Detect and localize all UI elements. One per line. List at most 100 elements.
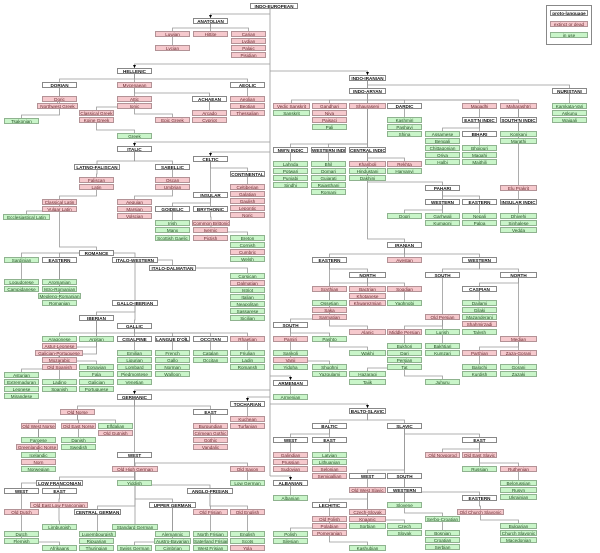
- lang-node-lf: LATINO-FALISCAN: [74, 164, 120, 170]
- lang-node-ieast: EASTERN: [312, 257, 347, 263]
- lang-node-ice: Icelandic: [21, 452, 56, 458]
- edge-kashub: [329, 536, 368, 545]
- lang-node-occl: Occitan: [193, 357, 228, 363]
- edge-juh: [404, 370, 443, 379]
- lang-node-lomb: Lombard: [117, 364, 152, 370]
- edge-own: [38, 415, 78, 423]
- lang-node-vul: Vulgar Latin: [42, 206, 77, 212]
- lang-node-konk: Konkani: [500, 131, 537, 137]
- lang-node-guj: Gujarati: [311, 175, 346, 181]
- lang-node-luri: Lurish: [425, 329, 460, 335]
- lang-node-khar: Khariboli: [349, 161, 386, 167]
- lang-node-yagh: Yaghnobi: [387, 300, 422, 306]
- edge-lfw: [21, 482, 36, 488]
- lang-node-lyc: Lycian: [155, 45, 190, 51]
- lang-node-ope: Old Persian: [425, 314, 460, 320]
- lang-node-nor: Norwegian: [21, 466, 56, 472]
- lang-node-oriya: Oriya: [425, 152, 460, 158]
- lang-node-slavic: SLAVIC: [387, 423, 422, 429]
- lang-node-kashm: Kashmiri: [387, 117, 422, 123]
- lang-node-lyd: Lydian: [231, 38, 266, 44]
- lang-node-pais: Paisaci: [312, 117, 347, 123]
- lang-node-mah: Maharashtri: [500, 103, 537, 109]
- branch-arrow-icon: [209, 15, 212, 18]
- lang-node-nwi: NW'N INDIC: [273, 147, 308, 153]
- lang-node-manx: Manx: [155, 227, 190, 233]
- lang-node-swestern: WESTERN: [387, 487, 422, 493]
- lang-node-ved: Vedic Sanskrit: [273, 103, 310, 109]
- lang-node-clg: Classical Greek: [79, 110, 114, 116]
- edge-ger: [134, 389, 270, 394]
- lang-node-swest: WEST: [349, 473, 386, 479]
- lang-node-armenian: Armenian: [273, 394, 308, 400]
- lang-node-czech: Czech: [387, 523, 422, 529]
- lang-node-palpa: Palpa: [462, 220, 497, 226]
- lang-node-luw: Luwian: [155, 31, 190, 37]
- edge-sogd: [367, 278, 405, 286]
- lang-node-italian: Italian: [230, 294, 265, 300]
- lang-node-ecc: Ecclesiastical Latin: [3, 214, 50, 220]
- lang-node-punj: Punjabi: [273, 175, 308, 181]
- lang-node-sindhi: Sindhi: [273, 182, 308, 188]
- edge-parth: [479, 342, 519, 350]
- edge-lech: [329, 493, 368, 502]
- lang-node-doric: Doric: [42, 96, 77, 102]
- lang-node-shina: Shina: [387, 131, 422, 137]
- edge-on: [77, 400, 135, 409]
- lang-node-af: ANGLO-FRISIAN: [187, 488, 233, 494]
- lang-node-yid: Yiddish: [117, 480, 152, 486]
- lang-node-limb: Limburgish: [42, 524, 77, 530]
- lang-node-thur: Thuringian: [79, 545, 114, 551]
- lang-node-pamiri: Pamiri: [273, 336, 308, 342]
- lang-node-camp: Campidanese: [4, 286, 39, 292]
- lang-node-galat: Galatian: [230, 191, 265, 197]
- lang-node-norm: Norman: [155, 364, 190, 370]
- lang-node-sind: SOUTH'N INDIC: [500, 117, 537, 123]
- lang-node-eind: EAST'N INDIC: [462, 117, 497, 123]
- edge-rom: [59, 212, 97, 250]
- lang-node-kuma: Kumaoni: [425, 220, 460, 226]
- lang-node-burg: Burgundian: [193, 423, 228, 429]
- lang-node-cat: Catalan: [193, 350, 228, 356]
- lang-node-hind: Hindustani: [349, 168, 386, 174]
- branch-arrow-icon: [366, 405, 369, 408]
- lang-node-pruss: Prussian: [273, 459, 308, 465]
- lang-node-goi: GOIDELIC: [155, 206, 190, 212]
- lang-node-zazaki: Zazaki: [500, 371, 537, 377]
- edge-elf: [77, 415, 116, 423]
- edge-slavic: [367, 414, 405, 423]
- lang-node-ci: CENTRAL INDIC: [349, 147, 386, 153]
- lang-node-kurd: Kurdish: [462, 371, 497, 377]
- lang-node-cel: CELTIC: [193, 156, 228, 162]
- lang-node-celt: Celtiberian: [230, 184, 265, 190]
- lang-node-magahi: Magahi: [462, 152, 497, 158]
- lang-node-oelf: Old East Low Franconian: [30, 502, 88, 508]
- lang-node-dakh: Dakhini: [349, 175, 386, 181]
- lang-node-neap: Neapolitan: [230, 301, 265, 307]
- edge-ocs: [479, 501, 481, 509]
- lang-node-ukr: Ukrainian: [500, 494, 537, 500]
- lang-node-wfris: West Frisian: [193, 545, 228, 551]
- branch-arrow-icon: [133, 391, 136, 394]
- lang-node-mara: Marathi: [500, 138, 537, 144]
- edge-seast: [404, 429, 480, 437]
- branch-arrow-icon: [209, 153, 212, 156]
- edge-ir: [367, 81, 405, 242]
- lang-node-ruth: Ruthenian: [500, 466, 537, 472]
- edge-fal: [96, 170, 98, 177]
- lang-node-istro: Istro-Romanian: [42, 286, 77, 292]
- lang-node-yidg: Yidgha: [273, 364, 308, 370]
- edge-iw: [114, 252, 136, 257]
- lang-node-astu: Asturian: [4, 372, 39, 378]
- lang-node-occ: OCCITAN: [193, 336, 228, 342]
- lang-node-nfris: North Frisian: [193, 531, 228, 537]
- lang-node-galic: Galician: [79, 379, 114, 385]
- lang-node-arp: Arpitan: [79, 336, 114, 342]
- lang-node-moz: Mozarabic: [42, 357, 77, 363]
- lang-node-bih: BIHARI: [462, 131, 497, 137]
- lang-node-khwa: Khwarezmian: [349, 300, 386, 306]
- lang-node-sard: Sardinian: [4, 257, 39, 263]
- lang-node-galp: Galician-Portuguese: [35, 350, 83, 356]
- lang-node-cis: CISALPINE: [117, 336, 152, 342]
